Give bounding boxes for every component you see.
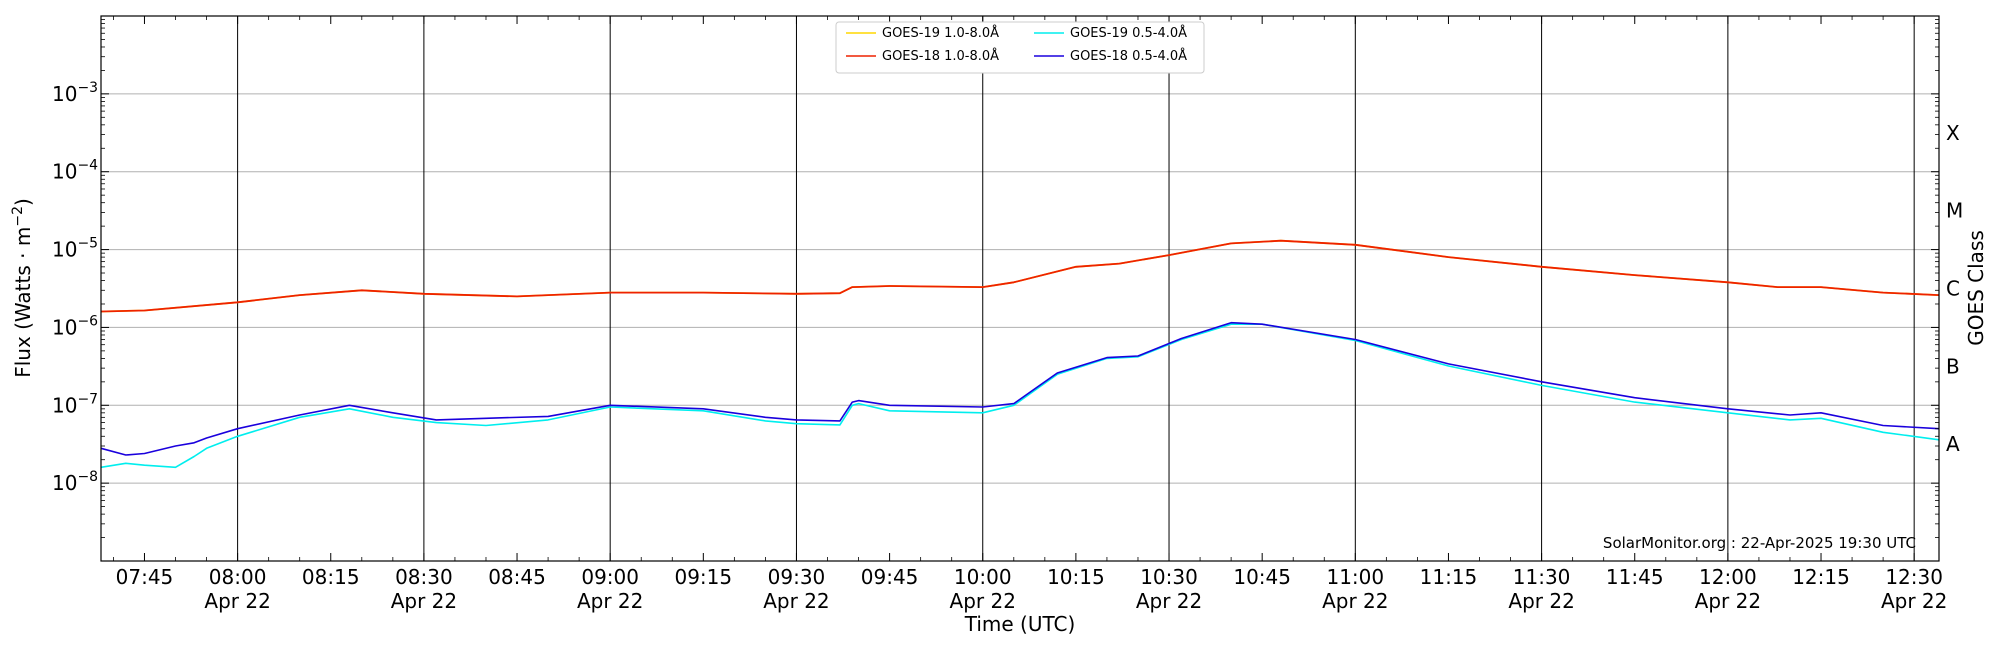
legend-label: GOES-19 1.0-8.0Å xyxy=(882,25,999,41)
x-tick-date: Apr 22 xyxy=(577,589,643,613)
x-tick-label: 11:30 xyxy=(1513,565,1571,589)
grid-layer xyxy=(101,93,1939,484)
y-tick-label: 10−3 xyxy=(52,80,98,106)
x-tick-date: Apr 22 xyxy=(950,589,1016,613)
tick-layer xyxy=(101,15,1939,562)
y-tick-label: 10−5 xyxy=(52,236,98,262)
x-tick-label: 11:15 xyxy=(1420,565,1478,589)
x-tick-date: Apr 22 xyxy=(391,589,457,613)
legend: GOES-19 1.0-8.0Å GOES-19 0.5-4.0Å GOES-18 … xyxy=(835,21,1205,74)
series-line xyxy=(100,321,1940,456)
x-tick-label: 12:30 xyxy=(1885,565,1943,589)
x-tick-date: Apr 22 xyxy=(1322,589,1388,613)
x-tick-label: 07:45 xyxy=(116,565,174,589)
time-marker-lines xyxy=(237,16,1915,561)
y-tick-label: 10−6 xyxy=(52,313,98,339)
x-tick-label: 08:00 xyxy=(209,565,267,589)
series-line xyxy=(100,239,1940,313)
legend-label: GOES-18 1.0-8.0Å xyxy=(882,48,999,64)
goes-class-label: B xyxy=(1946,354,1960,378)
series-line xyxy=(100,239,1940,313)
x-tick-date: Apr 22 xyxy=(1136,589,1202,613)
y-axis-title: Flux (Watts · m−2) xyxy=(10,198,35,378)
y-tick-label: 10−4 xyxy=(52,158,98,184)
x-tick-label: 10:15 xyxy=(1047,565,1105,589)
goes-class-label: X xyxy=(1946,121,1960,145)
x-tick-label: 09:15 xyxy=(674,565,732,589)
watermark: SolarMonitor.org : 22-Apr-2025 19:30 UTC xyxy=(1603,534,1916,552)
x-tick-label: 12:00 xyxy=(1699,565,1757,589)
x-tick-label: 09:00 xyxy=(581,565,639,589)
x-tick-date: Apr 22 xyxy=(1508,589,1574,613)
x-tick-label: 08:15 xyxy=(302,565,360,589)
goes-class-label: M xyxy=(1946,199,1963,223)
x-tick-label: 09:30 xyxy=(768,565,826,589)
x-tick-label: 11:00 xyxy=(1326,565,1384,589)
x-tick-label: 10:00 xyxy=(954,565,1012,589)
plot-frame xyxy=(100,15,1940,562)
y-axis-title-close: ) xyxy=(11,198,35,206)
y-axis-title-main: Flux (Watts · m xyxy=(11,227,35,378)
goes-class-label: C xyxy=(1946,277,1960,301)
legend-label: GOES-19 0.5-4.0Å xyxy=(1070,25,1187,41)
y-tick-label: 10−8 xyxy=(52,469,98,495)
x-tick-label: 10:30 xyxy=(1140,565,1198,589)
x-tick-label: 11:45 xyxy=(1606,565,1664,589)
x-tick-date: Apr 22 xyxy=(1695,589,1761,613)
x-tick-label: 08:45 xyxy=(488,565,546,589)
series-layer xyxy=(100,239,1940,469)
goes-class-label: A xyxy=(1946,432,1960,456)
goes-class-axis-title: GOES Class xyxy=(1964,230,1988,346)
x-tick-date: Apr 22 xyxy=(204,589,270,613)
legend-box xyxy=(835,21,1205,74)
series-line xyxy=(100,323,1940,469)
y-tick-label: 10−7 xyxy=(52,391,98,417)
x-tick-date: Apr 22 xyxy=(1881,589,1947,613)
x-axis-title: Time (UTC) xyxy=(964,612,1076,636)
x-tick-date: Apr 22 xyxy=(763,589,829,613)
y-axis-title-exp: −2 xyxy=(10,206,26,227)
x-tick-label: 10:45 xyxy=(1233,565,1291,589)
x-tick-label: 12:15 xyxy=(1792,565,1850,589)
legend-entries: GOES-19 1.0-8.0Å GOES-19 0.5-4.0Å GOES-18 … xyxy=(846,25,1187,64)
x-tick-label: 08:30 xyxy=(395,565,453,589)
x-tick-label: 09:45 xyxy=(861,565,919,589)
legend-label: GOES-18 0.5-4.0Å xyxy=(1070,48,1187,64)
